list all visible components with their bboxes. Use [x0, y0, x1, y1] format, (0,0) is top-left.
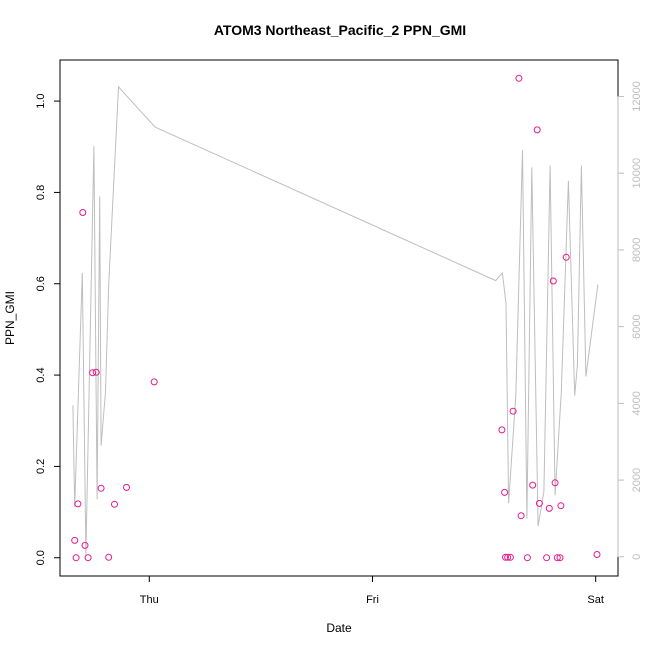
- data-point: [123, 483, 130, 491]
- data-point: [557, 502, 565, 510]
- y-axis: 0.0 0.2 0.4 0.6 0.8 1.0: [35, 93, 61, 565]
- data-point: [549, 277, 557, 285]
- data-point: [509, 407, 517, 415]
- y2-axis: 0 2000 4000 6000 8000 10000 12000: [617, 81, 643, 560]
- data-point: [97, 484, 105, 492]
- y-tick-label: 0.6: [35, 276, 47, 291]
- y2-tick-label: 6000: [631, 314, 643, 338]
- y2-tick-label: 10000: [631, 158, 643, 189]
- y-tick-label: 0.0: [35, 550, 47, 565]
- data-point: [72, 554, 80, 562]
- data-point: [523, 554, 531, 562]
- data-point: [545, 504, 553, 512]
- x-tick-label: Thu: [140, 594, 159, 606]
- data-point: [529, 481, 537, 489]
- y-tick-label: 0.4: [35, 367, 47, 382]
- series-points-group: [71, 74, 601, 562]
- data-point: [551, 479, 559, 487]
- x-axis: Thu Fri Sat: [140, 575, 604, 606]
- y-tick-label: 0.2: [35, 459, 47, 474]
- y2-tick-label: 8000: [631, 238, 643, 262]
- x-tick-label: Fri: [366, 594, 379, 606]
- data-point: [533, 126, 541, 134]
- data-point: [556, 554, 564, 562]
- data-point: [111, 500, 118, 508]
- x-axis-label: Date: [326, 621, 352, 635]
- data-point: [79, 209, 87, 216]
- data-point: [150, 378, 158, 386]
- data-point: [89, 369, 97, 377]
- data-point: [501, 488, 509, 496]
- data-point: [593, 551, 601, 558]
- data-point: [517, 512, 525, 520]
- y2-tick-label: 12000: [631, 81, 643, 112]
- data-point: [74, 500, 82, 508]
- data-point: [105, 553, 113, 561]
- data-point: [515, 74, 523, 82]
- data-point: [84, 554, 92, 562]
- y-tick-label: 1.0: [35, 93, 47, 108]
- data-point: [71, 536, 79, 544]
- data-point: [535, 499, 543, 507]
- data-point: [504, 553, 512, 561]
- y2-tick-label: 0: [631, 554, 643, 560]
- data-point: [502, 553, 509, 561]
- data-point: [506, 553, 514, 561]
- y-axis-label: PPN_GMI: [3, 291, 17, 345]
- data-point: [81, 541, 89, 549]
- y2-tick-label: 2000: [631, 468, 643, 492]
- chart-title: ATOM3 Northeast_Pacific_2 PPN_GMI: [214, 22, 466, 38]
- y2-tick-label: 4000: [631, 391, 643, 415]
- data-point: [553, 554, 561, 562]
- data-point: [92, 368, 100, 376]
- series-line-group: [72, 85, 599, 555]
- y-tick-label: 0.8: [35, 185, 47, 200]
- data-point: [498, 426, 506, 434]
- series-line: [72, 85, 599, 555]
- x-tick-label: Sat: [587, 594, 604, 606]
- data-point: [562, 253, 570, 261]
- data-point: [543, 554, 551, 562]
